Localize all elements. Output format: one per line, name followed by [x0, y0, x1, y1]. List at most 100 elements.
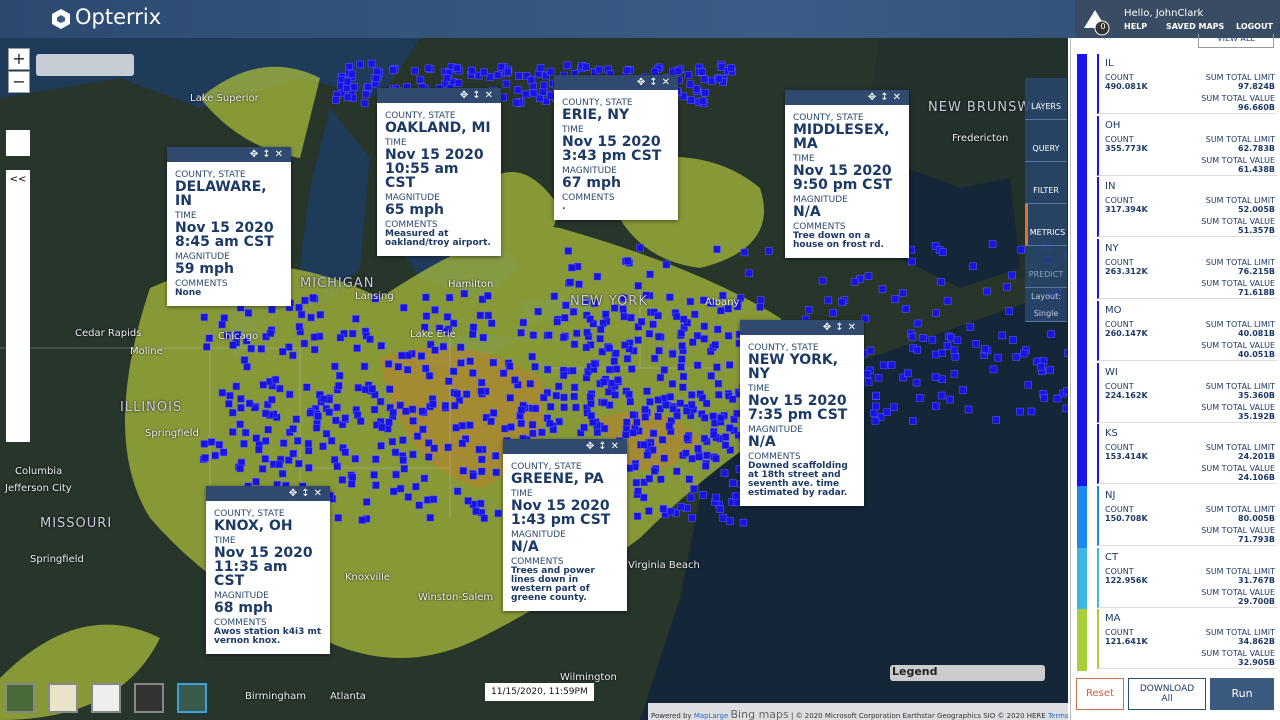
incident-dot[interactable] — [540, 81, 548, 90]
incident-dot[interactable] — [745, 269, 753, 278]
incident-dot[interactable] — [479, 333, 488, 342]
incident-dot[interactable] — [389, 408, 397, 417]
incident-dot[interactable] — [688, 400, 696, 409]
incident-dot[interactable] — [640, 441, 648, 449]
incident-popup[interactable]: ✥↕✕ COUNTY, STATE OAKLAND, MI TIME Nov 15 20… — [377, 88, 501, 256]
incident-dot[interactable] — [655, 346, 663, 355]
incident-dot[interactable] — [688, 514, 696, 522]
incident-dot[interactable] — [469, 369, 477, 377]
incident-popup[interactable]: ✥↕✕ COUNTY, STATE ERIE, NY TIME Nov 15 2020 3… — [554, 75, 678, 220]
incident-dot[interactable] — [1027, 407, 1036, 416]
incident-dot[interactable] — [676, 399, 685, 407]
incident-dot[interactable] — [620, 294, 628, 302]
incident-dot[interactable] — [560, 403, 568, 412]
incident-dot[interactable] — [261, 455, 270, 463]
incident-dot[interactable] — [998, 331, 1006, 340]
incident-dot[interactable] — [727, 64, 735, 72]
terms[interactable]: Terms of Use — [1047, 712, 1068, 720]
incident-dot[interactable] — [487, 417, 495, 426]
legend-bar[interactable]: Legend — [890, 665, 1045, 681]
tool-button[interactable]: FILTER — [1025, 162, 1067, 204]
incident-dot[interactable] — [891, 295, 899, 303]
incident-dot[interactable] — [404, 493, 413, 501]
incident-dot[interactable] — [399, 456, 408, 464]
incident-dot[interactable] — [590, 299, 599, 307]
incident-dot[interactable] — [699, 491, 707, 499]
incident-dot[interactable] — [583, 328, 591, 337]
incident-dot[interactable] — [712, 454, 720, 463]
incident-dot[interactable] — [332, 96, 340, 104]
state-item[interactable]: KS COUNT 153.414K SUM TOTAL LIMIT 24.201B SUM… — [1097, 424, 1277, 485]
incident-dot[interactable] — [570, 340, 579, 349]
incident-dot[interactable] — [223, 331, 232, 339]
incident-dot[interactable] — [623, 66, 632, 75]
incident-dot[interactable] — [593, 428, 602, 437]
incident-dot[interactable] — [838, 298, 846, 307]
incident-dot[interactable] — [620, 312, 628, 321]
incident-dot[interactable] — [297, 310, 306, 319]
incident-dot[interactable] — [654, 311, 662, 320]
incident-dot[interactable] — [343, 93, 352, 101]
incident-dot[interactable] — [614, 376, 622, 384]
incident-dot[interactable] — [700, 75, 709, 84]
incident-dot[interactable] — [1024, 380, 1032, 389]
incident-dot[interactable] — [726, 517, 734, 525]
incident-dot[interactable] — [370, 405, 379, 414]
incident-dot[interactable] — [218, 320, 226, 329]
incident-dot[interactable] — [716, 505, 725, 513]
incident-dot[interactable] — [695, 453, 703, 461]
incident-dot[interactable] — [887, 361, 896, 369]
incident-dot[interactable] — [435, 324, 444, 332]
incident-dot[interactable] — [629, 429, 637, 437]
incident-dot[interactable] — [701, 414, 709, 422]
incident-dot[interactable] — [679, 92, 688, 101]
incident-dot[interactable] — [1003, 283, 1011, 291]
incident-dot[interactable] — [250, 403, 259, 412]
incident-dot[interactable] — [572, 403, 580, 412]
incident-dot[interactable] — [698, 394, 707, 402]
incident-dot[interactable] — [562, 301, 570, 310]
incident-dot[interactable] — [872, 391, 880, 400]
incident-dot[interactable] — [511, 376, 519, 384]
incident-dot[interactable] — [864, 272, 873, 280]
incident-dot[interactable] — [394, 363, 403, 371]
incident-dot[interactable] — [600, 424, 609, 433]
incident-dot[interactable] — [335, 381, 343, 390]
search-box[interactable] — [36, 54, 134, 76]
incident-dot[interactable] — [733, 302, 742, 311]
incident-dot[interactable] — [430, 444, 439, 453]
incident-dot[interactable] — [679, 372, 688, 381]
incident-dot[interactable] — [499, 369, 508, 377]
incident-dot[interactable] — [698, 97, 707, 105]
incident-dot[interactable] — [756, 296, 765, 304]
incident-dot[interactable] — [708, 77, 716, 85]
incident-dot[interactable] — [687, 96, 696, 104]
incident-dot[interactable] — [418, 407, 427, 416]
incident-dot[interactable] — [1040, 394, 1049, 402]
incident-dot[interactable] — [263, 400, 272, 409]
incident-dot[interactable] — [649, 446, 657, 454]
incident-dot[interactable] — [662, 260, 671, 269]
incident-dot[interactable] — [658, 436, 667, 444]
incident-dot[interactable] — [654, 332, 663, 341]
incident-dot[interactable] — [443, 313, 452, 321]
incident-dot[interactable] — [642, 291, 651, 299]
incident-dot[interactable] — [372, 481, 380, 489]
incident-dot[interactable] — [553, 317, 561, 326]
incident-dot[interactable] — [717, 63, 726, 71]
incident-dot[interactable] — [686, 297, 695, 306]
incident-dot[interactable] — [426, 513, 435, 522]
basemap-thumb[interactable] — [91, 683, 121, 713]
incident-dot[interactable] — [309, 293, 317, 302]
incident-dot[interactable] — [677, 329, 686, 337]
incident-dot[interactable] — [711, 341, 719, 349]
incident-dot[interactable] — [261, 409, 270, 418]
incident-dot[interactable] — [627, 313, 635, 322]
incident-dot[interactable] — [1063, 387, 1068, 395]
incident-dot[interactable] — [306, 409, 315, 417]
incident-dot[interactable] — [240, 440, 248, 448]
incident-dot[interactable] — [218, 389, 227, 397]
incident-dot[interactable] — [720, 469, 729, 477]
incident-dot[interactable] — [451, 401, 459, 410]
incident-dot[interactable] — [476, 311, 485, 320]
